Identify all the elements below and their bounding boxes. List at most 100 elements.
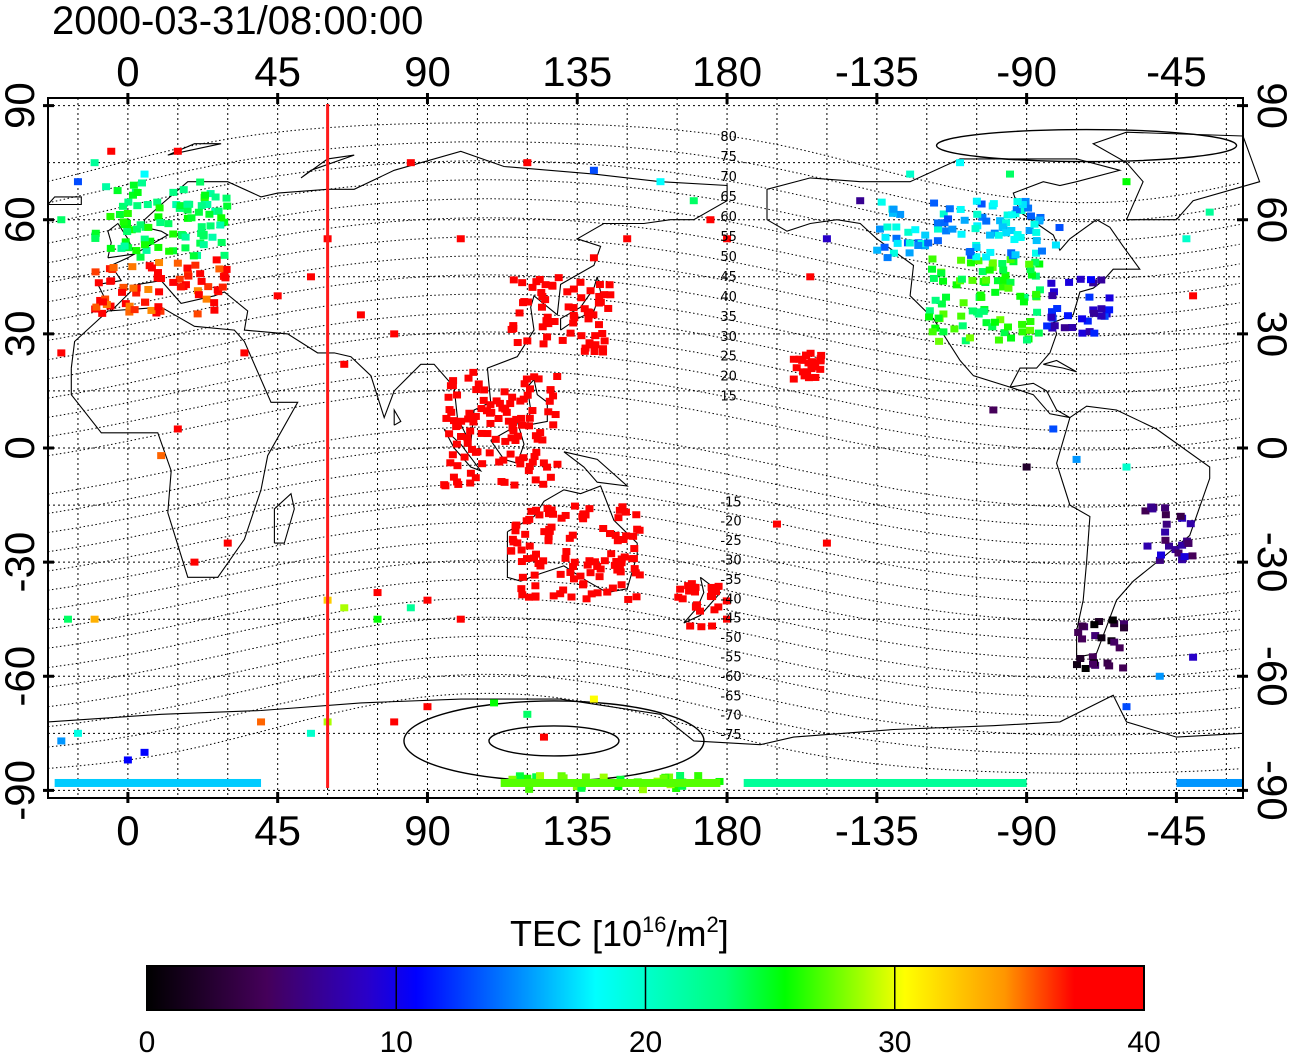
tec-cell [169,230,178,238]
tec-cell [471,474,480,482]
lon-label-top: 90 [404,48,451,95]
lat-label-right: 30 [1249,311,1292,358]
tec-cell [179,186,188,194]
tec-cell [508,535,517,543]
tec-cell [1155,556,1164,564]
tec-cell [599,345,608,353]
tec-cell [480,386,489,394]
tec-cell [146,237,155,245]
tec-cell [203,201,212,209]
tec-cell [541,296,550,304]
coastline [560,276,602,331]
tec-cell [948,225,957,233]
tec-cell [524,593,533,601]
tec-cell [184,272,193,280]
tec-cell [674,593,683,601]
colorbar: TEC [1016/m2] 0 10 20 30 40 [139,912,1161,1057]
tec-cell [127,226,136,234]
tec-cell [1119,664,1128,672]
tec-cell [1122,703,1131,711]
tec-cell [1007,211,1016,219]
tec-cell [615,506,624,514]
tec-cell [619,535,628,543]
tec-cell [197,202,206,210]
tec-cell [880,243,889,251]
tec-cell [593,589,602,597]
tec-cell [583,308,592,316]
tec-cell [535,275,544,283]
tec-cell [140,748,149,756]
lon-label-bottom: -135 [835,807,919,854]
tec-cell [217,214,226,222]
tec-cell [539,480,548,488]
tec-cell [107,147,116,155]
tec-cell [515,309,524,317]
tec-cell [1186,520,1195,528]
tec-cell [373,615,382,623]
tec-cell [109,264,118,272]
tec-cell [1032,228,1041,236]
tec-cell [1032,290,1041,298]
tec-cell [1088,653,1097,661]
tec-cell [1003,211,1012,219]
tec-cell [525,385,534,393]
tec-cell [553,372,562,380]
magnetic-latitude-labels: 80 75 70 65 60 55 50 45 40 35 30 25 20 15 -15 -20 -25 -30… [720,130,741,743]
tec-cell [173,425,182,433]
tec-cell [595,573,604,581]
tec-cell [175,275,184,283]
tec-cell [1085,328,1094,336]
tec-cell [549,421,558,429]
tec-cell [544,533,553,541]
tec-cell [930,199,939,207]
tec-cell [193,310,202,318]
tec-cell [1027,271,1036,279]
tec-cell [512,521,521,529]
tec-cell [523,710,532,718]
tec-cell [390,330,399,338]
tec-cell [810,361,819,369]
tec-cell [518,279,527,287]
tec-cell [1024,204,1033,212]
tec-cell [929,274,938,282]
tec-cell [961,337,970,345]
lat-label-left: 90 [0,82,43,129]
tec-cell [525,422,534,430]
tec-cell [611,531,620,539]
tec-cell [539,340,548,348]
colorbar-tick-label: 10 [380,1026,413,1057]
tec-cell [873,246,882,254]
magnetic-latitude-label: 65 [720,190,737,205]
tec-cell [989,200,998,208]
tec-cell [692,601,701,609]
tec-cell [989,406,998,414]
tec-cell [132,289,141,297]
tec-cell [697,623,706,631]
coastline [563,451,629,487]
tec-cell [940,219,949,227]
tec-cell [802,351,811,359]
tec-cell [453,478,462,486]
tec-cell [107,277,116,285]
tec-cell [1006,278,1015,286]
tec-cell [523,391,532,399]
tec-cell [1055,224,1064,232]
lat-label-right: -30 [1249,532,1292,593]
tec-cell [1049,288,1058,296]
tec-cell [153,274,162,282]
tec-cell [994,336,1003,344]
tec-cell [187,214,196,222]
tec-cell [208,233,217,241]
tec-cell [925,307,934,315]
tec-cell [356,311,365,319]
tec-cell [515,456,524,464]
lon-label-bottom: -90 [996,807,1057,854]
tec-cell [206,222,215,230]
tec-cell [221,266,230,274]
tec-cell [144,223,153,231]
coastline [393,407,402,426]
tec-cell [822,539,831,547]
tec-cell [606,291,615,299]
tec-cell [1105,306,1114,314]
tec-cell [1007,226,1016,234]
